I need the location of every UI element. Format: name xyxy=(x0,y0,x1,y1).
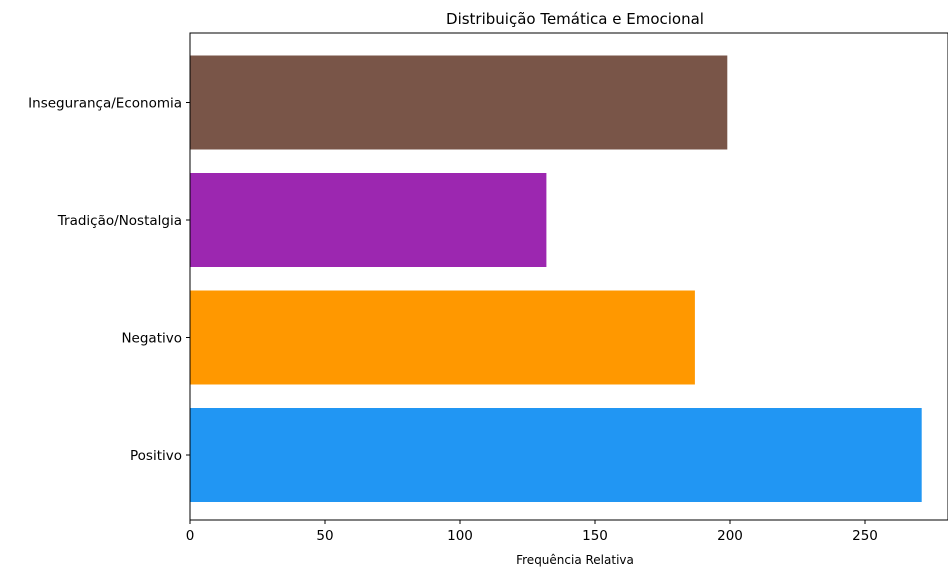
y-tick-label-positivo: Positivo xyxy=(130,448,182,464)
y-tick-label-negativo: Negativo xyxy=(121,331,182,347)
x-tick-label-100: 100 xyxy=(447,528,473,544)
bar-positivo xyxy=(190,408,922,502)
x-tick-label-150: 150 xyxy=(582,528,608,544)
y-tick-label-tradi-o-nostalgia: Tradição/Nostalgia xyxy=(57,213,182,229)
x-axis-label: Frequência Relativa xyxy=(516,553,634,567)
bar-inseguran-a-economia xyxy=(190,55,728,150)
bar-tradi-o-nostalgia xyxy=(190,173,547,267)
x-tick-label-50: 50 xyxy=(316,528,333,544)
x-tick-label-0: 0 xyxy=(186,528,195,544)
y-tick-label-inseguran-a-economia: Insegurança/Economia xyxy=(28,96,182,112)
x-axis-ticks: 0 50 100 150 200 250 xyxy=(186,520,878,544)
bar-negativo xyxy=(190,290,695,385)
bars-group xyxy=(190,55,922,502)
x-tick-label-250: 250 xyxy=(852,528,878,544)
x-tick-label-200: 200 xyxy=(717,528,743,544)
chart-title: Distribuição Temática e Emocional xyxy=(446,10,704,28)
y-axis-ticks: Positivo Negativo Tradição/Nostalgia Insegu… xyxy=(28,96,190,464)
plot-frame xyxy=(189,32,948,521)
